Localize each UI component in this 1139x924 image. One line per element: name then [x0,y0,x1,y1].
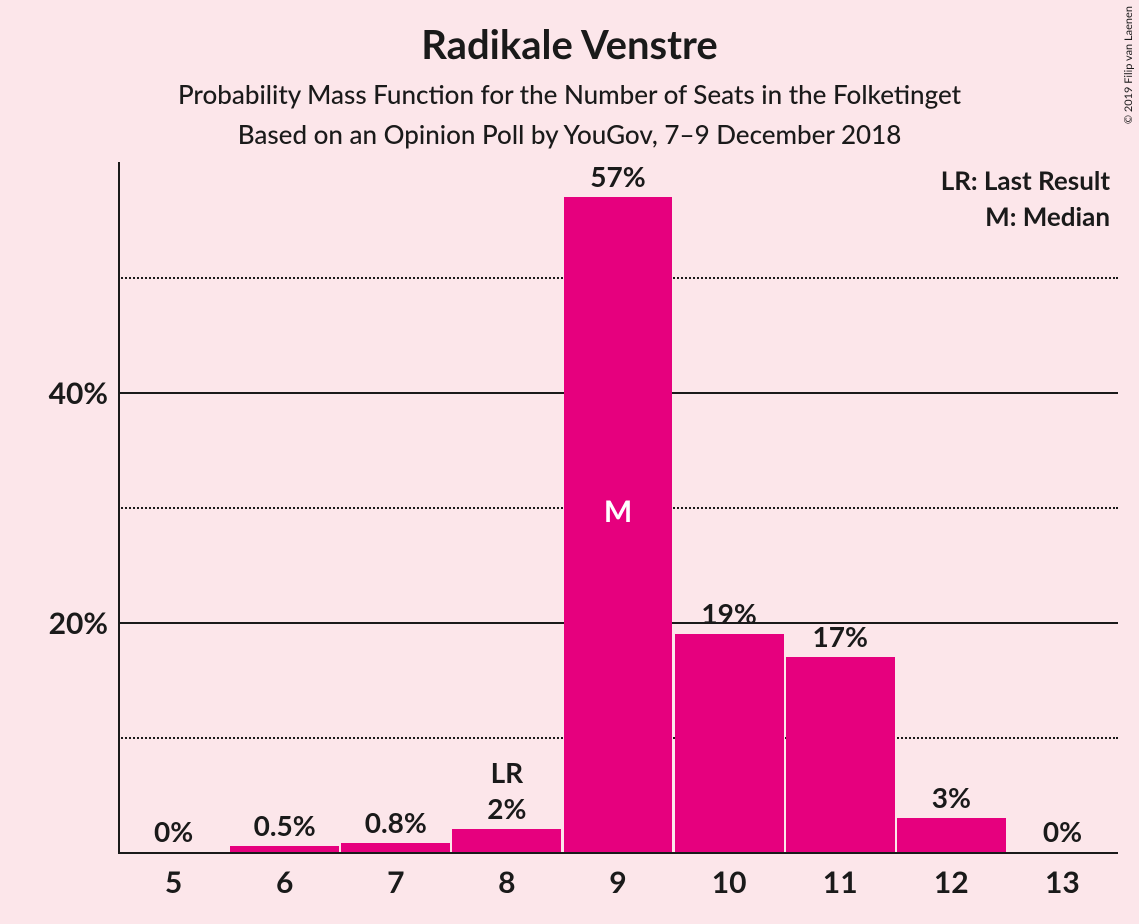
x-tick-label: 13 [1007,864,1118,900]
x-tick-label: 6 [229,864,340,900]
x-tick-label: 11 [785,864,896,900]
bar-value-label: 0% [1007,814,1118,848]
bar [897,818,1006,853]
x-tick-label: 5 [118,864,229,900]
chart-title: Radikale Venstre [0,20,1139,68]
bar [675,634,784,853]
x-tick-label: 12 [896,864,1007,900]
bar-value-label: 17% [785,619,896,653]
last-result-label: LR [451,755,562,789]
bar [786,657,895,853]
x-tick-label: 10 [674,864,785,900]
legend-median: M: Median [985,200,1110,232]
x-tick-label: 8 [451,864,562,900]
bar-value-label: 0.5% [229,808,340,842]
bar [230,846,339,852]
bar-value-label: 0% [118,814,229,848]
bar-value-label: 19% [674,596,785,630]
x-tick-label: 9 [562,864,673,900]
plot-area: 20%40%0%50.5%60.8%72%8LR57%9M19%1017%113… [118,162,1118,852]
bar [452,829,561,852]
bar [341,843,450,852]
y-tick-label: 40% [28,375,108,411]
x-axis [118,852,1118,854]
bar-value-label: 0.8% [340,805,451,839]
y-tick-label: 20% [28,605,108,641]
chart-subtitle: Probability Mass Function for the Number… [0,78,1139,110]
bar-value-label: 3% [896,780,1007,814]
chart-container: © 2019 Filip van Laenen Radikale Venstre… [0,0,1139,924]
bar-value-label: 57% [562,159,673,193]
median-label: M [562,493,673,529]
legend-last-result: LR: Last Result [941,164,1110,196]
chart-subtitle2: Based on an Opinion Poll by YouGov, 7–9 … [0,118,1139,150]
bar-value-label: 2% [451,791,562,825]
x-tick-label: 7 [340,864,451,900]
y-axis [118,162,120,852]
